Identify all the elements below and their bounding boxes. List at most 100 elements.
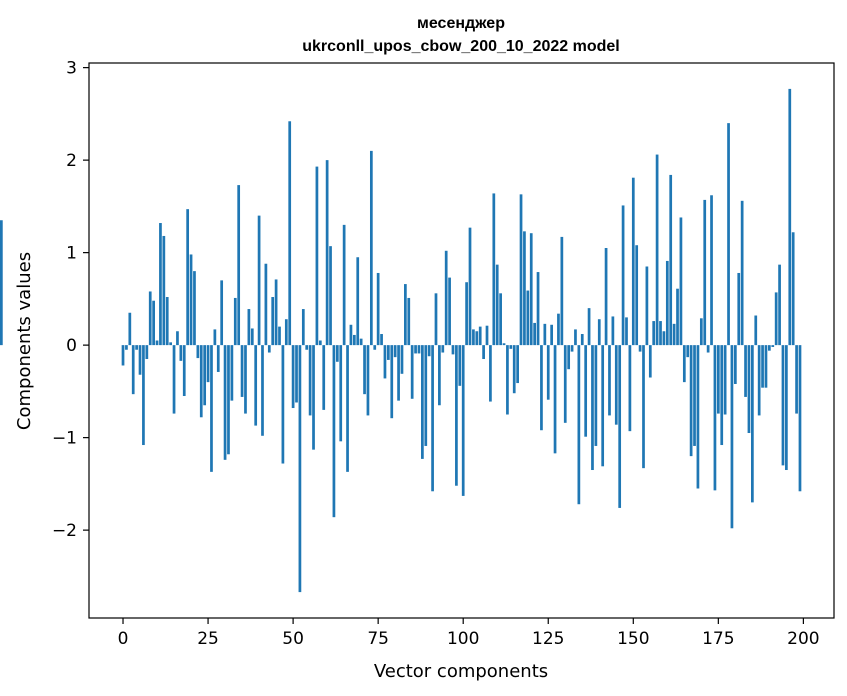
bar-57 (315, 166, 319, 346)
bar-33 (233, 297, 237, 346)
bar-29 (220, 280, 224, 346)
bar-51 (295, 345, 298, 403)
bar-199 (798, 345, 802, 492)
bar-92 (434, 293, 438, 346)
bar-4 (135, 345, 138, 350)
bar-23 (199, 345, 203, 418)
bar-170 (699, 318, 703, 346)
bar-75 (376, 272, 380, 346)
bar-36 (244, 345, 247, 414)
bar-50 (291, 345, 295, 409)
bar-108 (489, 345, 492, 402)
bar-178 (727, 123, 730, 346)
bar-107 (485, 325, 489, 346)
bar-5 (138, 345, 142, 375)
bar-200 (0, 220, 3, 346)
bar-59 (322, 345, 326, 410)
bar-16 (176, 331, 179, 346)
bar-118 (523, 231, 526, 346)
bar-173 (710, 195, 713, 346)
x-tick-label-1: 25 (197, 629, 219, 649)
bar-183 (744, 345, 747, 397)
bar-133 (574, 329, 577, 346)
bar-54 (305, 345, 309, 350)
bar-66 (346, 345, 349, 472)
y-tick-label-3: 1 (66, 244, 77, 264)
bar-77 (383, 345, 387, 379)
bar-113 (506, 345, 509, 415)
bar-39 (254, 345, 258, 426)
bar-86 (414, 345, 417, 354)
bar-160 (665, 260, 669, 346)
y-axis-ticks: −2 −1 0 1 2 3 (52, 59, 89, 541)
bar-58 (318, 340, 322, 346)
bar-121 (533, 322, 536, 346)
bar-89 (424, 345, 428, 446)
bar-137 (587, 308, 591, 346)
bar-14 (169, 342, 172, 346)
bar-163 (676, 288, 679, 346)
bar-172 (706, 345, 710, 353)
bar-120 (529, 233, 533, 346)
bar-136 (584, 345, 588, 437)
bar-6 (142, 345, 145, 446)
bar-24 (203, 345, 207, 406)
bar-198 (795, 345, 798, 414)
bar-53 (301, 309, 305, 346)
bar-25 (206, 345, 210, 383)
bar-20 (189, 254, 193, 346)
bar-111 (499, 293, 502, 346)
bar-151 (635, 245, 639, 346)
bar-145 (614, 345, 618, 425)
x-tick-label-2: 50 (282, 629, 304, 649)
bar-174 (713, 345, 717, 491)
bar-197 (791, 232, 795, 346)
bar-22 (196, 345, 200, 359)
bar-56 (312, 345, 315, 450)
bar-189 (764, 345, 768, 388)
chart-title-line-1: месенджер (417, 15, 505, 32)
bar-110 (495, 264, 499, 346)
bar-190 (768, 345, 771, 351)
bar-68 (352, 334, 356, 346)
bar-134 (577, 345, 581, 505)
bar-90 (427, 345, 431, 357)
x-tick-label-4: 100 (447, 629, 479, 649)
bar-148 (625, 317, 628, 346)
bar-182 (740, 200, 744, 346)
bar-102 (468, 227, 472, 346)
bar-15 (172, 345, 176, 414)
y-tick-label-5: 3 (66, 59, 77, 79)
bar-161 (669, 174, 673, 346)
bar-10 (155, 340, 159, 346)
x-tick-label-5: 125 (532, 629, 564, 649)
bar-166 (686, 345, 690, 358)
bar-171 (703, 199, 707, 346)
bar-119 (526, 290, 530, 346)
bar-67 (349, 324, 353, 346)
bar-0 (121, 345, 125, 366)
bar-94 (441, 345, 445, 353)
bar-63 (335, 345, 339, 362)
bar-129 (560, 236, 564, 346)
bar-48 (284, 319, 288, 346)
bar-188 (761, 345, 764, 388)
bar-72 (366, 345, 370, 416)
bar-104 (475, 331, 479, 346)
bar-117 (519, 194, 523, 346)
bar-2 (128, 312, 132, 346)
bar-30 (223, 345, 227, 460)
x-axis-label: Vector components (374, 661, 548, 682)
bar-49 (288, 121, 292, 346)
bar-143 (608, 345, 611, 416)
bar-125 (546, 345, 550, 400)
bar-85 (410, 345, 414, 399)
bar-32 (230, 345, 234, 401)
bar-184 (747, 345, 751, 434)
bar-62 (332, 345, 336, 518)
x-axis-ticks: 0 25 50 75 100 125 150 175 200 (118, 618, 820, 649)
y-tick-label-4: 2 (66, 151, 77, 171)
bar-116 (516, 345, 519, 384)
bar-64 (339, 345, 343, 442)
